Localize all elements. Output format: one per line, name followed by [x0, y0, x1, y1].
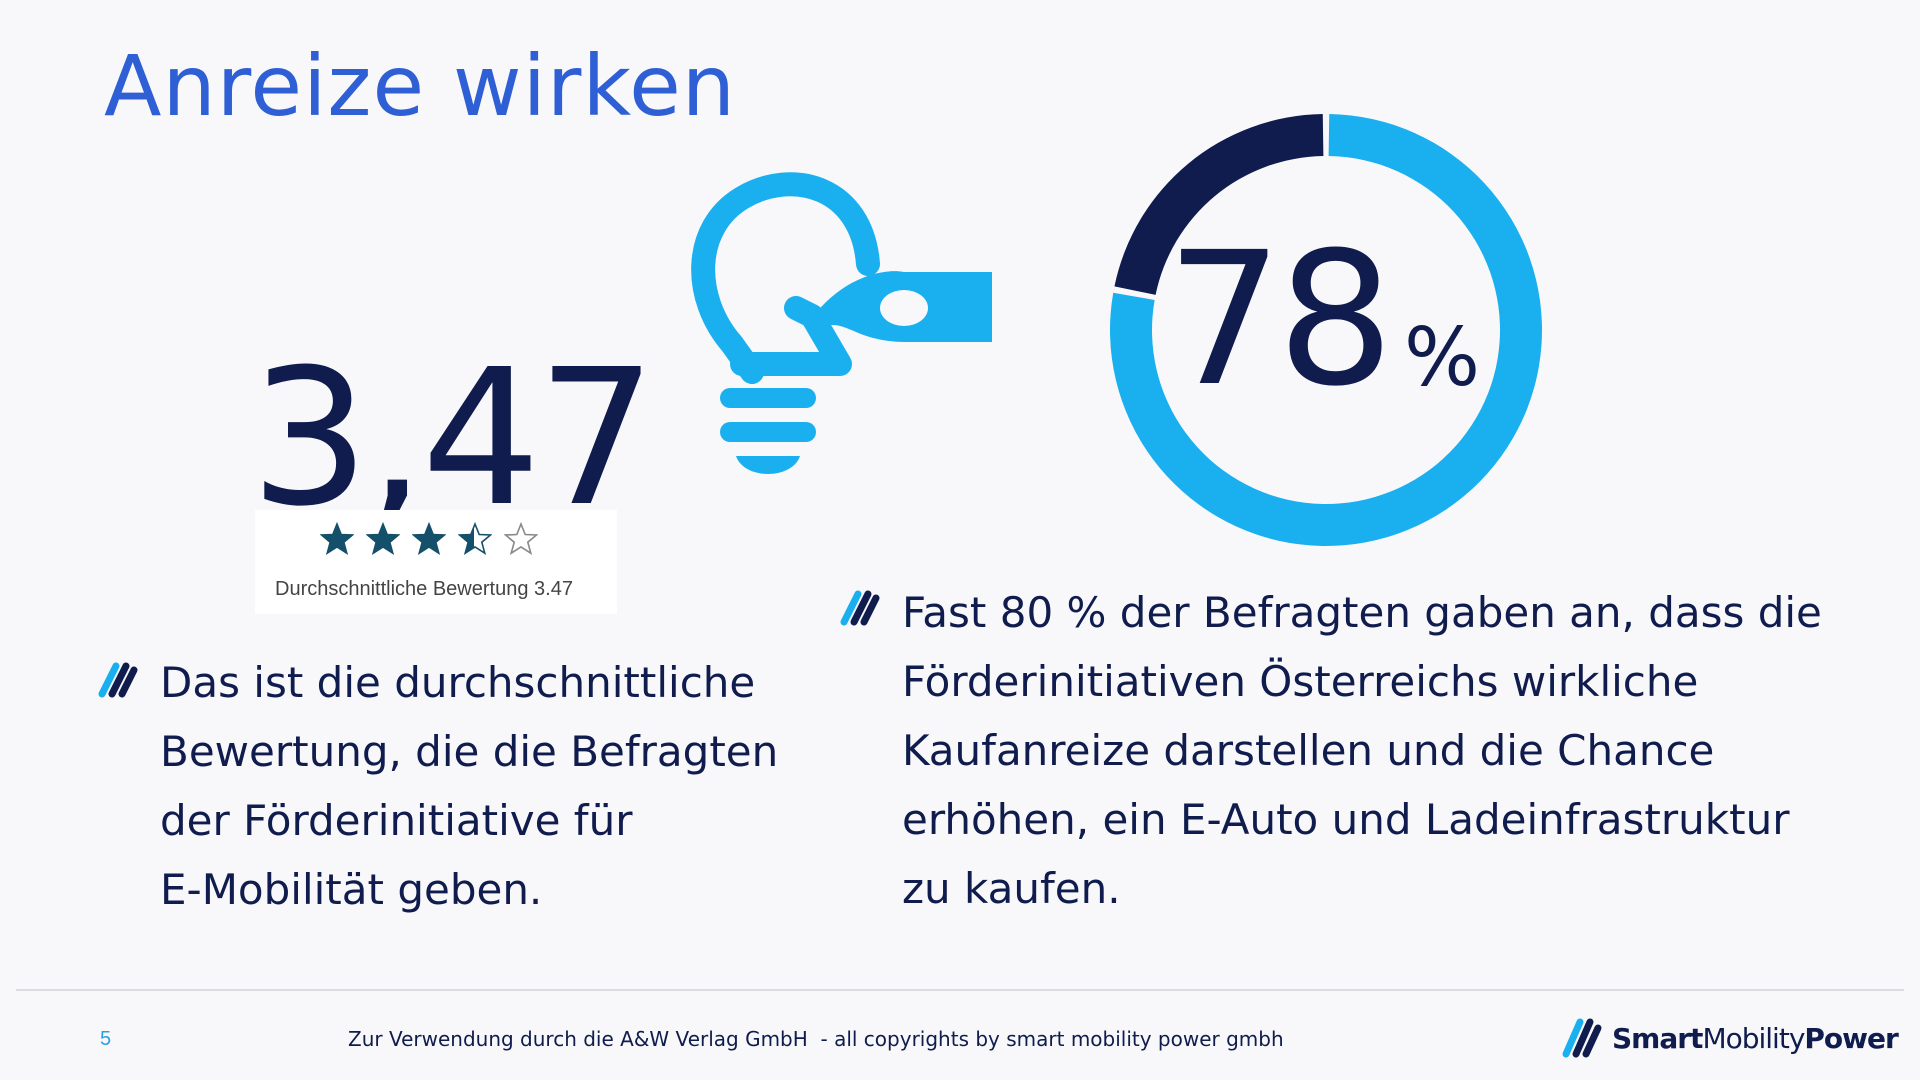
footer-divider [16, 989, 1904, 991]
donut-unit: % [1404, 311, 1481, 404]
brand-name-part3: Power [1804, 1021, 1898, 1055]
star-icon [366, 522, 400, 555]
smart-mobility-power-logo-mark [1562, 1018, 1602, 1058]
donut-remainder-arc [1114, 114, 1324, 295]
rating-card: Durchschnittliche Bewertung 3.47 [255, 510, 617, 614]
rating-caption: Durchschnittliche Bewertung 3.47 [275, 578, 573, 600]
brand-name-part2: Mobility [1702, 1021, 1805, 1055]
right-bullet-line: Kaufanreize darstellen und die Chance [902, 726, 1715, 775]
footer-copyright-note: Zur Verwendung durch die A&W Verlag GmbH… [348, 1027, 1284, 1051]
right-bullet-line: erhöhen, ein E-Auto und Ladeinfrastruktu… [902, 795, 1790, 844]
left-bullet-line: der Förderinitiative für [160, 796, 633, 845]
star-icon [504, 522, 538, 555]
right-bullet-text: Fast 80 % der Befragten gaben an, dass d… [902, 578, 1862, 923]
star-icon [458, 522, 492, 555]
slash-marks-bullet-icon [840, 590, 880, 626]
percent-donut-chart [1110, 114, 1542, 546]
brand-logo: SmartMobilityPower [1560, 1010, 1899, 1066]
star-icon [412, 522, 446, 555]
left-bullet-line: Bewertung, die die Befragten [160, 727, 779, 776]
page-number: 5 [100, 1028, 112, 1050]
lightbulb-with-plug-icon [691, 172, 992, 474]
star-icon [320, 522, 354, 555]
left-bullet-line: Das ist die durchschnittliche [160, 658, 756, 707]
left-bullet-line: E-Mobilität geben. [160, 865, 543, 914]
slash-marks-bullet-icon [98, 662, 138, 698]
right-bullet-line: zu kaufen. [902, 864, 1121, 913]
page-title: Anreize wirken [104, 37, 737, 135]
left-bullet-text: Das ist die durchschnittliche Bewertung,… [160, 648, 800, 924]
right-bullet-line: Förderinitiativen Österreichs wirkliche [902, 657, 1699, 706]
star-rating [320, 522, 538, 556]
brand-name-part1: Smart [1612, 1021, 1703, 1055]
right-bullet-line: Fast 80 % der Befragten gaben an, dass d… [902, 588, 1822, 637]
donut-value: 78 [1166, 213, 1394, 427]
average-rating-value: 3,47 [250, 329, 657, 548]
brand-name: SmartMobilityPower [1612, 1021, 1899, 1055]
